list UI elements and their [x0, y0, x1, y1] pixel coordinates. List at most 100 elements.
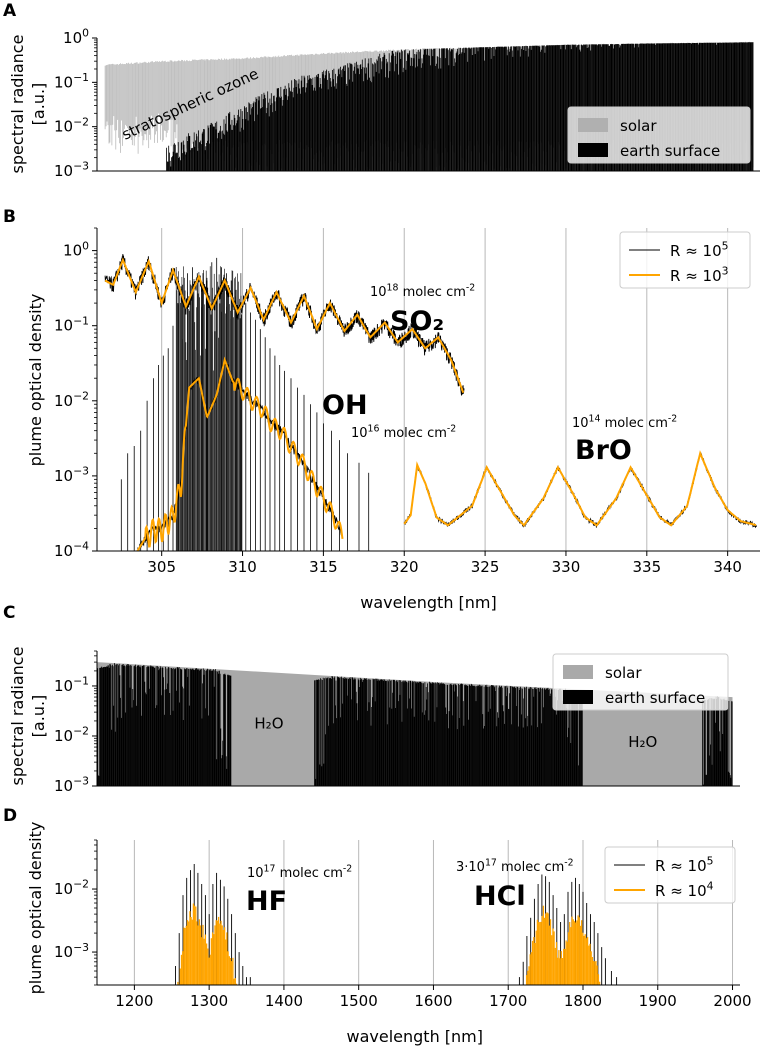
panel-d-legend-label: R ≈ 104 [655, 880, 714, 900]
so2-column-label: 1018 molec cm-2 [370, 283, 475, 300]
panel-d-xtick-label: 1500 [340, 992, 378, 1010]
panel-a-ytick-label: 10−1 [54, 71, 89, 91]
panel-d-xtick-label: 1900 [639, 992, 677, 1010]
so2-molecule-label: SO₂ [390, 306, 444, 337]
panel-a-ylabel: spectral radiance [8, 35, 27, 174]
panel-b-ytick-label-part: 10 [54, 467, 73, 485]
panel-b-ytick-label-part: −2 [73, 390, 89, 403]
panel-b-xtick-label: 310 [228, 558, 257, 576]
so2-column-label-part: -2 [466, 283, 475, 294]
bro-column-label: 1014 molec cm-2 [572, 414, 677, 431]
panel-b-legend-label: R ≈ 103 [670, 265, 729, 285]
panel-c-ytick-label-part: −2 [73, 725, 89, 738]
hcl-molecule-label: HCl [474, 881, 526, 912]
panel-label-d: D [3, 806, 17, 826]
panel-b-legend-label-part: R ≈ 10 [670, 267, 722, 285]
bro-low-res-trace [403, 450, 757, 527]
hcl-column-label-part: 17 [485, 858, 497, 869]
panel-c-ylabel: [a.u.] [29, 695, 48, 738]
oh-column-label-part: 10 [351, 426, 368, 441]
oh-column-label-part: molec cm [379, 426, 446, 441]
panel-b-ytick-label-part: −3 [73, 465, 89, 478]
panel-d-xtick-label: 1600 [414, 992, 452, 1010]
panel-b-ylabel: plume optical density [26, 294, 45, 467]
panel-d-ytick-label: 10−3 [54, 941, 89, 961]
panel-d-ytick-label-part: −3 [73, 941, 89, 954]
panel-b-ytick-label: 10−2 [54, 390, 89, 410]
panel-a-ytick-label-part: 10 [63, 29, 82, 47]
panel-d-xtick-label: 1700 [489, 992, 527, 1010]
panel-label-a: A [3, 1, 17, 21]
panel-b-ytick-label-part: −4 [73, 540, 89, 553]
panel-d-plot [175, 864, 618, 985]
hf-molecule-label: HF [246, 886, 287, 917]
oh-column-label: 1016 molec cm-2 [351, 424, 456, 441]
panel-b-xtick-label: 340 [713, 558, 742, 576]
panel-c-legend-label: earth surface [605, 689, 705, 707]
hcl-column-label-part: molec cm [497, 860, 564, 875]
panel-label-b: B [3, 207, 16, 227]
hcl-column-label-part: -2 [564, 858, 573, 869]
bro-column-label-part: -2 [668, 414, 677, 425]
panel-a-ytick-label-part: −2 [73, 115, 89, 128]
panel-a-ylabel: [a.u.] [29, 83, 48, 126]
panel-b-ytick-label: 100 [63, 239, 89, 259]
panel-b-ytick-label: 10−3 [54, 465, 89, 485]
h2o-label: H₂O [254, 715, 283, 733]
panel-a-ytick-label: 10−3 [54, 160, 89, 180]
panel-c-ytick-label-part: 10 [54, 677, 73, 695]
panel-c-ytick-label: 10−2 [54, 725, 89, 745]
panel-label-c: C [3, 603, 15, 623]
panel-b-ytick-label-part: 0 [82, 239, 89, 252]
panel-a-ytick-label-part: 10 [54, 73, 73, 91]
so2-column-label-part: 18 [387, 283, 399, 294]
panel-d-xtick-label: 1200 [115, 992, 153, 1010]
bro-molecule-label: BrO [575, 435, 632, 466]
panel-d-legend-label-part: R ≈ 10 [655, 882, 707, 900]
panel-b-xtick-label: 315 [309, 558, 338, 576]
panel-b-legend-label-part: R ≈ 10 [670, 242, 722, 260]
panel-d-ytick-label-part: 10 [54, 943, 73, 961]
panel-c-ytick-label: 10−3 [54, 775, 89, 795]
panel-a-ytick-label-part: −3 [73, 160, 89, 173]
panel-a-legend-swatch [578, 143, 608, 157]
panel-b-ytick-label-part: −1 [73, 314, 89, 327]
panel-d-xlabel: wavelength [nm] [347, 1027, 484, 1046]
bro-column-label-part: 14 [589, 414, 601, 425]
panel-a-ytick-label-part: −1 [73, 71, 89, 84]
hf-column-label: 1017 molec cm-2 [247, 864, 352, 881]
panel-c-legend-swatch [563, 665, 593, 679]
so2-low-res-trace [104, 257, 465, 394]
panel-b-ytick-label-part: 10 [54, 392, 73, 410]
bro-column-label-part: molec cm [600, 416, 667, 431]
panel-a-legend-swatch [578, 118, 608, 132]
panel-c-ytick-label: 10−1 [54, 675, 89, 695]
panel-b-legend-label: R ≈ 105 [670, 240, 729, 260]
hcl-column-label: 3·1017 molec cm-2 [456, 858, 574, 875]
panel-a-ytick-label-part: 10 [54, 118, 73, 136]
panel-a-ytick-label: 100 [63, 27, 89, 47]
panel-b-ytick-label-part: 10 [54, 542, 73, 560]
panel-b-xlabel: wavelength [nm] [360, 593, 497, 612]
panel-b-ytick-label-part: 10 [54, 317, 73, 335]
oh-column-label-part: -2 [447, 424, 456, 435]
oh-low-res-trace [136, 356, 344, 551]
hf-column-label-part: molec cm [275, 866, 342, 881]
panel-d-legend-label-part: 5 [707, 855, 714, 868]
hf-column-label-part: 10 [247, 866, 264, 881]
panel-b-xtick-label: 335 [632, 558, 661, 576]
panel-c-ylabel: spectral radiance [8, 647, 27, 786]
panel-d-ylabel: plume optical density [26, 822, 45, 995]
panel-d-xtick-label: 2000 [713, 992, 751, 1010]
panel-c-legend-swatch [563, 690, 593, 704]
panel-d-ytick-label-part: 10 [54, 880, 73, 898]
panel-a-legend-label: earth surface [620, 142, 720, 160]
panel-d-xtick-label: 1800 [564, 992, 602, 1010]
panel-b-xtick-label: 330 [552, 558, 581, 576]
bro-column-label-part: 10 [572, 416, 589, 431]
panel-c-legend [552, 653, 729, 711]
panel-b-legend-label-part: 5 [722, 240, 729, 253]
panel-c-legend-label: solar [605, 664, 642, 682]
panel-b-ytick-label: 10−4 [54, 540, 89, 560]
